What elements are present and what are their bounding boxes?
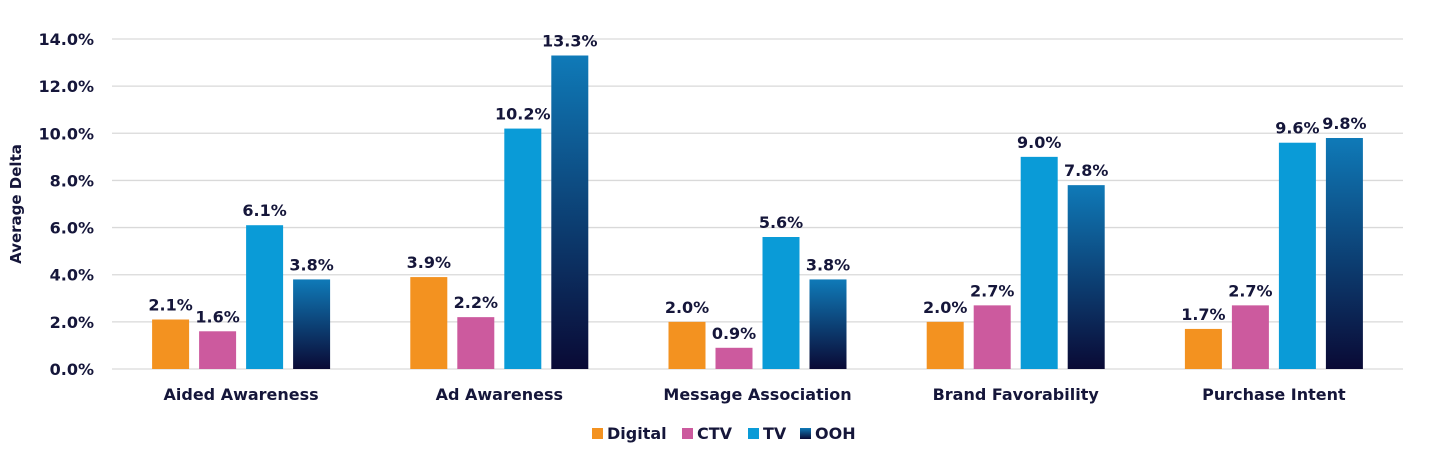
data-label: 2.0% <box>665 298 709 317</box>
bar-tv <box>762 237 800 369</box>
data-label: 6.1% <box>242 201 286 220</box>
data-label: 13.3% <box>542 32 598 51</box>
bar-tv <box>246 225 284 369</box>
y-tick-label: 2.0% <box>50 313 94 332</box>
bar-ooh <box>551 55 589 369</box>
legend-label: TV <box>763 424 787 443</box>
data-label: 2.2% <box>454 293 498 312</box>
y-tick-label: 8.0% <box>50 171 94 190</box>
legend-swatch-ctv <box>682 428 693 439</box>
bar-digital <box>926 321 964 369</box>
legend-swatch-digital <box>592 428 603 439</box>
legend: Digital CTV TV OOH <box>592 424 856 443</box>
bars: 2.1%1.6%6.1%3.8% 3.9%2.2%10.2%13.3%2.0%0.… <box>148 32 1367 369</box>
y-tick-label: 0.0% <box>50 360 94 379</box>
bar-ctv <box>199 331 237 369</box>
bar-digital <box>1184 328 1222 369</box>
x-axis-labels: Aided Awareness Ad Awareness Message Assoc… <box>164 385 1346 404</box>
bar-ooh <box>1325 138 1363 369</box>
x-tick-label: Message Association <box>663 385 851 404</box>
bar-tv <box>504 128 542 369</box>
bar-tv <box>1278 142 1316 369</box>
data-label: 1.6% <box>195 307 239 326</box>
data-label: 5.6% <box>759 213 803 232</box>
legend-label: CTV <box>697 424 733 443</box>
bar-digital <box>152 319 190 369</box>
data-label: 3.8% <box>289 255 333 274</box>
bar-ctv <box>1231 305 1269 369</box>
x-tick-label: Aided Awareness <box>164 385 319 404</box>
data-label: 9.8% <box>1322 114 1366 133</box>
data-label: 2.7% <box>1228 281 1272 300</box>
bar-ooh <box>1067 185 1105 369</box>
bar-digital <box>410 277 448 369</box>
data-label: 0.9% <box>712 324 756 343</box>
data-label: 9.6% <box>1275 119 1319 138</box>
data-label: 1.7% <box>1181 305 1225 324</box>
y-tick-label: 6.0% <box>50 219 94 238</box>
bar-ctv <box>457 317 495 369</box>
bar-digital <box>668 321 706 369</box>
data-label: 2.7% <box>970 281 1014 300</box>
legend-label: OOH <box>815 424 856 443</box>
legend-swatch-ooh <box>800 428 811 439</box>
data-label: 7.8% <box>1064 161 1108 180</box>
x-tick-label: Purchase Intent <box>1202 385 1346 404</box>
bar-ctv <box>715 347 753 369</box>
x-tick-label: Brand Favorability <box>933 385 1100 404</box>
y-tick-label: 4.0% <box>50 266 94 285</box>
bar-ooh <box>809 279 847 369</box>
data-label: 3.9% <box>407 253 451 272</box>
y-axis-ticks: 0.0% 2.0% 4.0% 6.0% 8.0% 10.0% 12.0% 14.0% <box>38 30 94 379</box>
bar-ctv <box>973 305 1011 369</box>
y-tick-label: 14.0% <box>38 30 94 49</box>
y-axis-label: Average Delta <box>7 144 25 264</box>
data-label: 9.0% <box>1017 133 1061 152</box>
bar-tv <box>1020 156 1058 369</box>
y-tick-label: 10.0% <box>38 124 94 143</box>
data-label: 10.2% <box>495 105 551 124</box>
legend-swatch-tv <box>748 428 759 439</box>
bar-ooh <box>293 279 331 369</box>
data-label: 3.8% <box>806 255 850 274</box>
x-tick-label: Ad Awareness <box>436 385 563 404</box>
data-label: 2.1% <box>148 296 192 315</box>
legend-label: Digital <box>607 424 667 443</box>
data-label: 2.0% <box>923 298 967 317</box>
y-tick-label: 12.0% <box>38 77 94 96</box>
